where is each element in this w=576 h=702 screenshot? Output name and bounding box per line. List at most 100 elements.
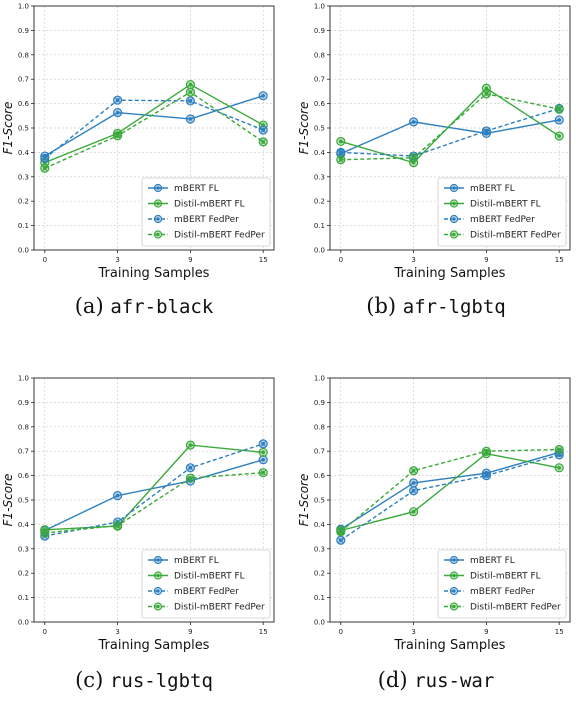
series-line-0 [340, 119, 560, 155]
legend-entry: mBERT FL [174, 184, 219, 194]
data-point [185, 87, 195, 97]
data-point [336, 535, 346, 545]
y-tick-label: 0.9 [18, 399, 29, 407]
legend-entry: mBERT FedPer [470, 587, 535, 597]
y-tick-label: 0.0 [314, 247, 325, 255]
y-tick-label: 0.2 [314, 198, 325, 206]
caption-dataset: afr-lgbtq [402, 296, 506, 318]
legend-entry: mBERT FedPer [174, 215, 239, 225]
data-point [258, 447, 268, 458]
caption-prefix: (a) [74, 294, 111, 318]
caption-dataset: rus-war [414, 670, 495, 692]
y-tick-label: 0.1 [18, 222, 29, 230]
x-axis-label: Training Samples [98, 638, 210, 653]
y-tick-label: 0.1 [314, 222, 325, 230]
y-tick-label: 0.5 [314, 125, 325, 133]
series-line-3 [44, 91, 264, 169]
x-tick-label: 15 [555, 628, 564, 636]
data-point [408, 153, 419, 163]
legend: mBERT FL Distil-mBERT FL mBERT FedPer Disti… [141, 177, 271, 247]
series-line-3 [44, 471, 264, 534]
data-point [554, 131, 564, 141]
x-tick-label: 3 [115, 256, 119, 264]
caption-prefix: (d) [377, 668, 415, 692]
y-axis-label: F1-Score [1, 474, 15, 527]
x-tick-label: 3 [411, 628, 415, 636]
x-axis-label: Training Samples [394, 266, 506, 281]
y-tick-label: 0.6 [314, 472, 326, 480]
data-point [554, 463, 564, 473]
data-point [408, 486, 419, 496]
series-line-2 [44, 443, 264, 537]
y-axis-label: F1-Score [297, 102, 311, 155]
x-tick-label: 9 [188, 256, 192, 264]
y-tick-label: 0.3 [18, 173, 29, 181]
y-tick-label: 0.7 [18, 76, 29, 84]
y-tick-label: 1.0 [314, 3, 325, 11]
series-line-3 [340, 448, 560, 533]
x-tick-label: 15 [555, 256, 564, 264]
chart-panel-1: 0.0 0.1 0.2 0.3 0.4 0.5 0.6 0.7 0.8 0.9 1.0 0 3 9 15 Tr… [297, 3, 571, 281]
caption-dataset: afr-black [110, 296, 214, 318]
y-tick-label: 0.2 [18, 198, 29, 206]
chart-panel-0: 0.0 0.1 0.2 0.3 0.4 0.5 0.6 0.7 0.8 0.9 1.0 0 3 9 15 Tr… [1, 3, 275, 281]
y-tick-label: 0.4 [18, 149, 30, 157]
series-line-1 [44, 83, 264, 164]
y-tick-label: 1.0 [314, 375, 325, 383]
legend-entry: mBERT FL [470, 556, 515, 566]
y-tick-label: 0.1 [18, 594, 29, 602]
series-line-2 [44, 99, 264, 160]
data-point [40, 163, 50, 173]
legend-entry: mBERT FedPer [470, 215, 535, 225]
y-tick-label: 0.8 [18, 51, 29, 59]
data-point [481, 446, 491, 456]
y-tick-label: 0.5 [314, 497, 325, 505]
y-tick-label: 0.2 [18, 570, 29, 578]
plot-frame [329, 5, 571, 251]
data-point [112, 108, 123, 118]
y-tick-label: 0.9 [314, 27, 325, 35]
panel-caption: (d) rus-war [378, 668, 495, 692]
y-tick-label: 0.3 [314, 545, 325, 553]
data-point [554, 115, 564, 125]
y-tick-label: 0.4 [18, 521, 30, 529]
data-point [185, 96, 195, 106]
data-point [554, 104, 564, 114]
chart-panel-2: 0.0 0.1 0.2 0.3 0.4 0.5 0.6 0.7 0.8 0.9 1.0 0 3 9 15 Tr… [1, 375, 275, 653]
caption-dataset: rus-lgbtq [109, 670, 213, 692]
data-point [336, 147, 346, 157]
data-point [481, 470, 491, 481]
x-tick-label: 0 [339, 628, 343, 636]
data-point [408, 478, 419, 488]
legend-entry: Distil-mBERT FedPer [174, 603, 265, 613]
x-tick-label: 9 [188, 628, 192, 636]
data-point [112, 131, 123, 141]
y-tick-label: 0.8 [314, 423, 325, 431]
y-tick-label: 0.4 [314, 521, 326, 529]
y-tick-label: 0.6 [314, 100, 326, 108]
caption-prefix: (c) [75, 668, 110, 692]
data-point [40, 528, 50, 538]
data-point [554, 444, 564, 455]
x-axis-label: Training Samples [98, 266, 210, 281]
x-tick-label: 3 [411, 256, 415, 264]
y-tick-label: 0.5 [18, 497, 29, 505]
series-line-1 [340, 452, 560, 532]
legend-entry: Distil-mBERT FL [174, 200, 245, 210]
data-point [336, 155, 346, 165]
y-tick-label: 0.0 [314, 619, 325, 627]
data-point [481, 89, 491, 99]
legend: mBERT FL Distil-mBERT FL mBERT FedPer Disti… [141, 549, 271, 619]
y-tick-label: 0.3 [18, 545, 29, 553]
series-line-3 [340, 93, 560, 161]
y-tick-label: 0.6 [18, 100, 30, 108]
data-point [185, 473, 195, 483]
legend-entry: Distil-mBERT FL [470, 572, 541, 582]
data-point [336, 527, 346, 537]
y-tick-label: 0.8 [18, 423, 29, 431]
series-line-2 [340, 107, 560, 157]
series-line-1 [44, 444, 264, 531]
y-tick-label: 0.7 [314, 76, 325, 84]
series-line-1 [340, 87, 560, 164]
y-axis-label: F1-Score [297, 474, 311, 527]
